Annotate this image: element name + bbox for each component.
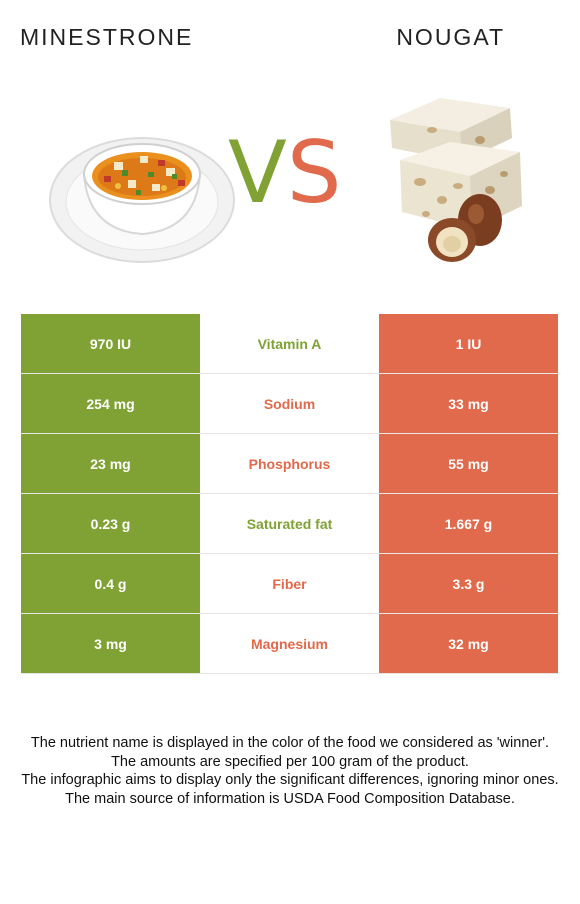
- minestrone-value: 970 IU: [21, 314, 200, 374]
- right-food-title: NOUGAT: [396, 24, 505, 50]
- nougat-value: 1 IU: [379, 314, 558, 374]
- footnote-line: The amounts are specified per 100 gram o…: [111, 753, 469, 770]
- nougat-value: 3.3 g: [379, 553, 558, 614]
- minestrone-value: 3 mg: [21, 613, 200, 674]
- nougat-value: 1.667 g: [379, 493, 558, 554]
- minestrone-value: 0.23 g: [21, 493, 200, 554]
- nougat-value: 55 mg: [379, 433, 558, 494]
- nutrient-name: Sodium: [200, 373, 379, 434]
- table-row: 0.23 g Saturated fat 1.667 g: [21, 493, 558, 554]
- versus-label: VS: [228, 130, 341, 216]
- nutrient-name: Vitamin A: [200, 314, 379, 374]
- minestrone-value: 254 mg: [21, 373, 200, 434]
- nougat-value: 32 mg: [379, 613, 558, 674]
- nutrient-name: Phosphorus: [200, 433, 379, 494]
- nutrient-name: Saturated fat: [200, 493, 379, 554]
- table-row: 254 mg Sodium 33 mg: [21, 373, 558, 434]
- table-row: 23 mg Phosphorus 55 mg: [21, 433, 558, 494]
- versus-s: S: [286, 123, 342, 223]
- table-row: 3 mg Magnesium 32 mg: [21, 613, 558, 674]
- footnote-line: The main source of information is USDA F…: [65, 790, 515, 807]
- footnote-line: The infographic aims to display only the…: [21, 772, 559, 788]
- nougat-image: [390, 98, 522, 262]
- minestrone-image: [49, 137, 235, 263]
- table-row: 0.4 g Fiber 3.3 g: [21, 553, 558, 614]
- nutrient-comparison-table: 970 IU Vitamin A 1 IU 254 mg Sodium 33 m…: [21, 314, 558, 674]
- nougat-value: 33 mg: [379, 373, 558, 434]
- minestrone-value: 23 mg: [21, 433, 200, 494]
- versus-v: V: [228, 123, 287, 223]
- nutrient-name: Fiber: [200, 553, 379, 614]
- footnote-line: The nutrient name is displayed in the co…: [30, 735, 550, 751]
- table-row: 970 IU Vitamin A 1 IU: [21, 314, 558, 374]
- left-food-title: MINESTRONE: [20, 24, 194, 50]
- footnote: The nutrient name is displayed in the co…: [20, 734, 560, 808]
- nutrient-name: Magnesium: [200, 613, 379, 674]
- minestrone-value: 0.4 g: [21, 553, 200, 614]
